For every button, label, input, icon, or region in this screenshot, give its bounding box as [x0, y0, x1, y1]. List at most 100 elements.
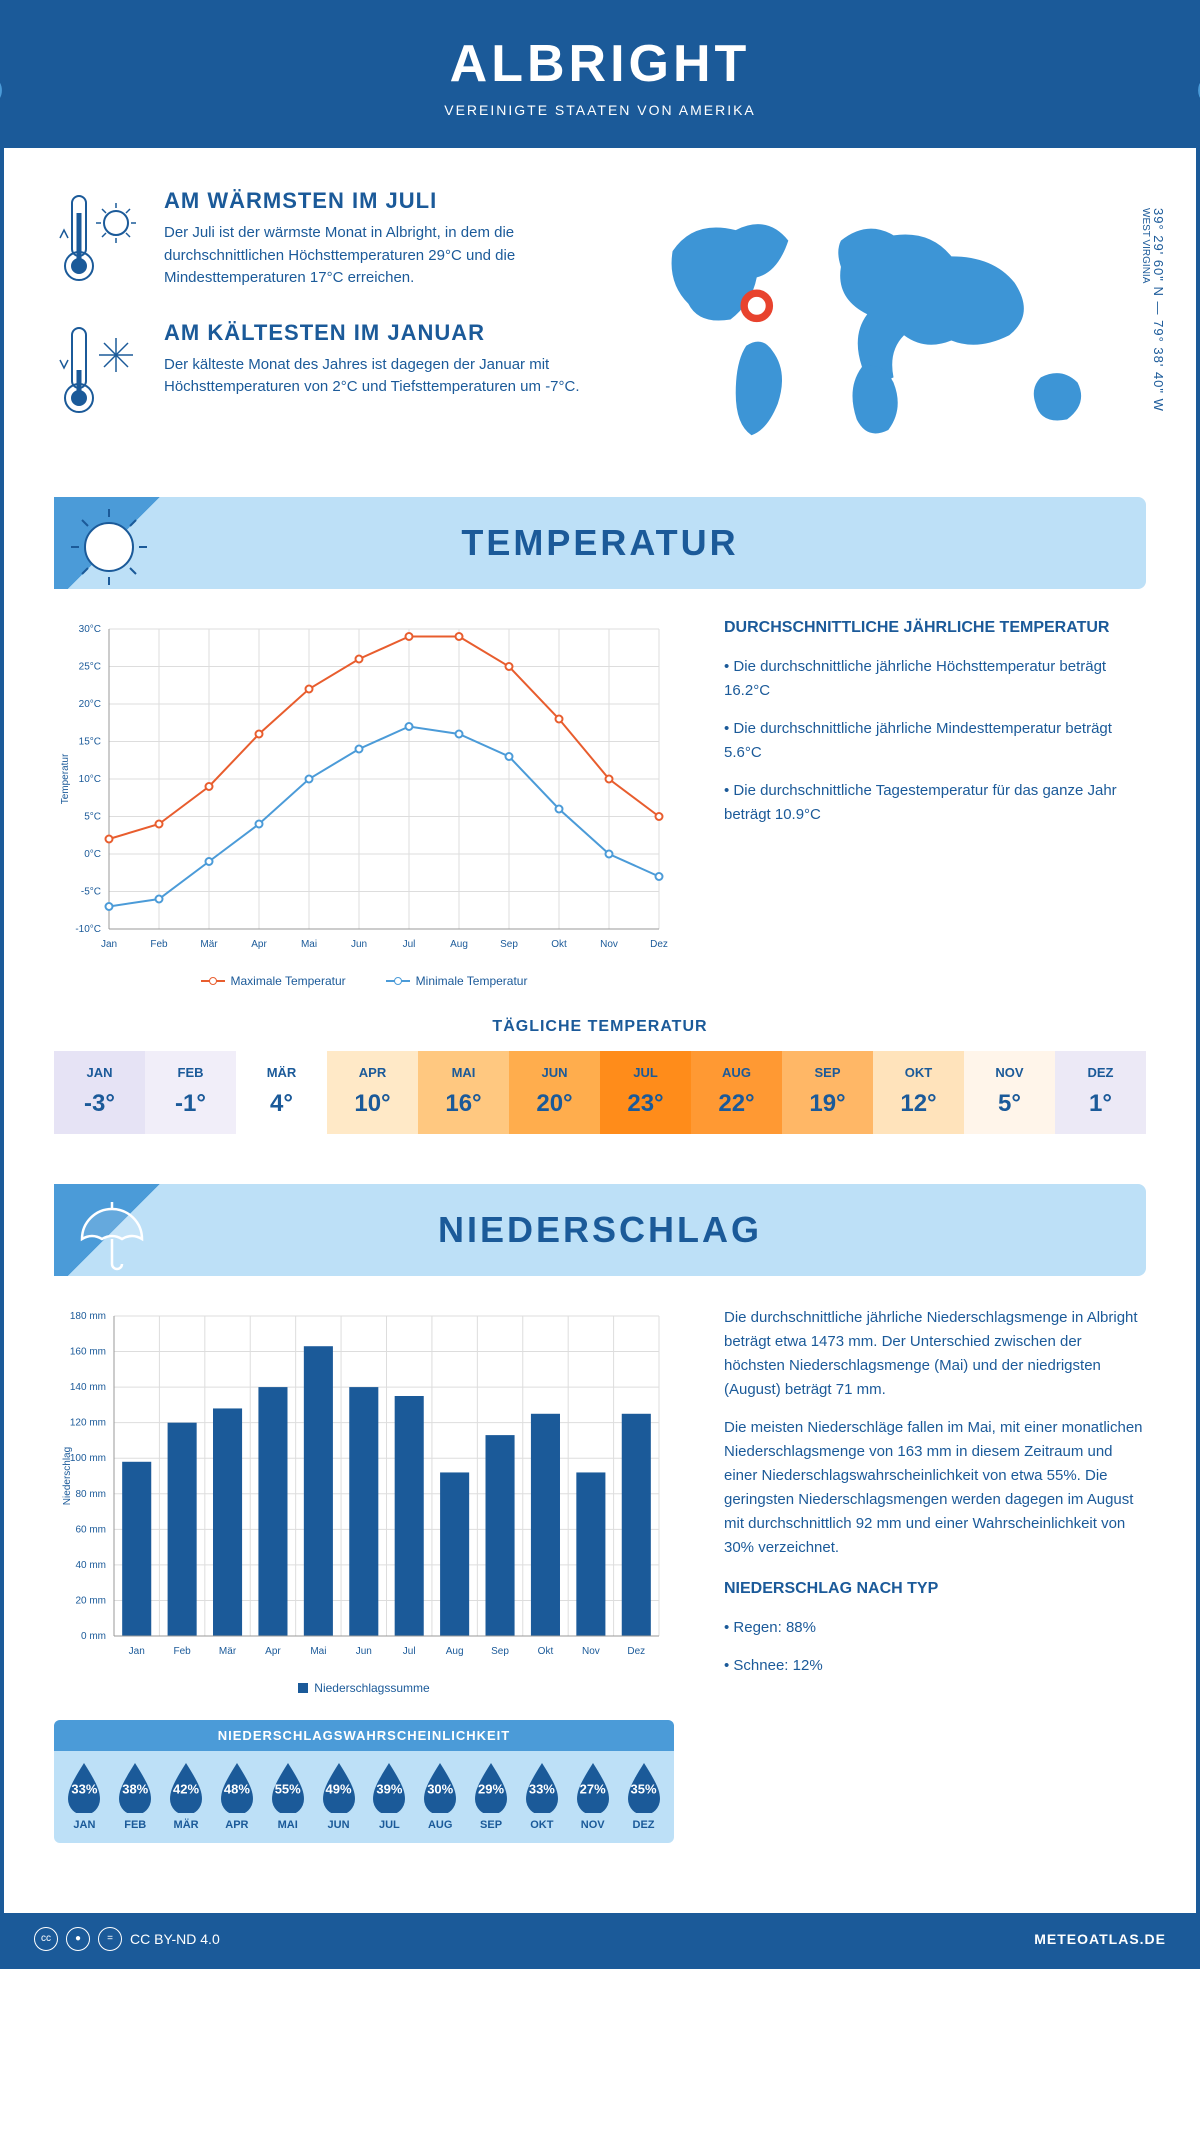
- prob-cell: 55%MAI: [262, 1761, 313, 1831]
- svg-text:10°C: 10°C: [79, 774, 101, 785]
- svg-text:Okt: Okt: [551, 939, 567, 950]
- region-label: WEST VIRGINIA: [1140, 208, 1151, 283]
- svg-text:25°C: 25°C: [79, 661, 101, 672]
- legend-precip: Niederschlagssumme: [298, 1681, 429, 1695]
- svg-text:140 mm: 140 mm: [70, 1382, 106, 1393]
- svg-text:100 mm: 100 mm: [70, 1453, 106, 1464]
- footer: cc ● = CC BY-ND 4.0 METEOATLAS.DE: [4, 1913, 1196, 1965]
- warmest-text: AM WÄRMSTEN IM JULI Der Juli ist der wär…: [164, 188, 580, 290]
- svg-text:Jul: Jul: [403, 939, 416, 950]
- daily-cell: FEB-1°: [145, 1051, 236, 1134]
- daily-cell: AUG22°: [691, 1051, 782, 1134]
- coldest-desc: Der kälteste Monat des Jahres ist dagege…: [164, 354, 580, 399]
- thermometer-hot-icon: [54, 188, 144, 288]
- svg-text:Dez: Dez: [627, 1646, 645, 1657]
- content: AM WÄRMSTEN IM JULI Der Juli ist der wär…: [4, 148, 1196, 1913]
- warmest-block: AM WÄRMSTEN IM JULI Der Juli ist der wär…: [54, 188, 580, 290]
- prob-cell: 49%JUN: [313, 1761, 364, 1831]
- nd-icon: =: [98, 1927, 122, 1951]
- svg-text:Sep: Sep: [491, 1646, 509, 1657]
- prob-cell: 38%FEB: [110, 1761, 161, 1831]
- coldest-text: AM KÄLTESTEN IM JANUAR Der kälteste Mona…: [164, 320, 580, 420]
- svg-text:Sep: Sep: [500, 939, 518, 950]
- site-logo: METEOATLAS.DE: [1034, 1931, 1166, 1947]
- svg-text:-10°C: -10°C: [75, 924, 101, 935]
- svg-text:160 mm: 160 mm: [70, 1346, 106, 1357]
- daily-cell: MAI16°: [418, 1051, 509, 1134]
- svg-text:0 mm: 0 mm: [81, 1631, 106, 1642]
- warmest-title: AM WÄRMSTEN IM JULI: [164, 188, 580, 214]
- umbrella-section-icon: [54, 1184, 174, 1276]
- city-title: ALBRIGHT: [24, 34, 1176, 94]
- svg-text:Jul: Jul: [403, 1646, 416, 1657]
- precip-type-2: • Schnee: 12%: [724, 1654, 1146, 1678]
- precip-legend: Niederschlagssumme: [54, 1681, 674, 1695]
- map-col: WEST VIRGINIA 39° 29' 60" N — 79° 38' 40…: [620, 188, 1146, 467]
- svg-text:Niederschlag: Niederschlag: [62, 1446, 73, 1504]
- precip-chart-row: 0 mm 20 mm 40 mm 60 mm 80 mm 100 mm 120 mm 140 …: [54, 1306, 1146, 1843]
- svg-text:-5°C: -5°C: [81, 886, 101, 897]
- country-subtitle: VEREINIGTE STAATEN VON AMERIKA: [24, 102, 1176, 118]
- prob-cell: 27%NOV: [567, 1761, 618, 1831]
- prob-cell: 33%OKT: [516, 1761, 567, 1831]
- daily-cell: SEP19°: [782, 1051, 873, 1134]
- temp-desc: DURCHSCHNITTLICHE JÄHRLICHE TEMPERATUR •…: [724, 619, 1146, 988]
- legend-max: Maximale Temperatur: [201, 974, 346, 988]
- temp-legend: Maximale Temperatur Minimale Temperatur: [54, 974, 674, 988]
- svg-text:Feb: Feb: [174, 1646, 192, 1657]
- temp-line-chart: -10°C-5°C0°C5°C10°C15°C20°C25°C30°CJanFe…: [54, 619, 674, 959]
- svg-text:40 mm: 40 mm: [75, 1559, 106, 1570]
- svg-text:Jan: Jan: [101, 939, 117, 950]
- svg-text:Okt: Okt: [538, 1646, 554, 1657]
- svg-text:30°C: 30°C: [79, 624, 101, 635]
- precip-type-title: NIEDERSCHLAG NACH TYP: [724, 1580, 1146, 1598]
- svg-text:Jun: Jun: [356, 1646, 372, 1657]
- temp-bullet-3: • Die durchschnittliche Tagestemperatur …: [724, 779, 1146, 827]
- legend-min: Minimale Temperatur: [386, 974, 528, 988]
- svg-text:Apr: Apr: [265, 1646, 281, 1657]
- prob-box: NIEDERSCHLAGSWAHRSCHEINLICHKEIT 33%JAN38…: [54, 1720, 674, 1843]
- svg-text:Aug: Aug: [446, 1646, 464, 1657]
- prob-cell: 42%MÄR: [161, 1761, 212, 1831]
- svg-text:Jan: Jan: [129, 1646, 145, 1657]
- info-col: AM WÄRMSTEN IM JULI Der Juli ist der wär…: [54, 188, 580, 467]
- svg-text:80 mm: 80 mm: [75, 1488, 106, 1499]
- precip-p1: Die durchschnittliche jährliche Niedersc…: [724, 1306, 1146, 1402]
- prob-cell: 33%JAN: [59, 1761, 110, 1831]
- daily-cell: DEZ1°: [1055, 1051, 1146, 1134]
- svg-text:Nov: Nov: [600, 939, 618, 950]
- warmest-desc: Der Juli ist der wärmste Monat in Albrig…: [164, 222, 580, 290]
- svg-text:60 mm: 60 mm: [75, 1524, 106, 1535]
- by-icon: ●: [66, 1927, 90, 1951]
- svg-text:Nov: Nov: [582, 1646, 600, 1657]
- daily-cell: MÄR4°: [236, 1051, 327, 1134]
- svg-text:0°C: 0°C: [84, 849, 101, 860]
- svg-text:15°C: 15°C: [79, 736, 101, 747]
- daily-cell: NOV5°: [964, 1051, 1055, 1134]
- svg-text:20°C: 20°C: [79, 699, 101, 710]
- wind-icon-right: [1166, 26, 1200, 126]
- prob-cell: 48%APR: [211, 1761, 262, 1831]
- precip-bar-chart: 0 mm 20 mm 40 mm 60 mm 80 mm 100 mm 120 mm 140 …: [54, 1306, 674, 1666]
- precip-p2: Die meisten Niederschläge fallen im Mai,…: [724, 1416, 1146, 1560]
- svg-text:180 mm: 180 mm: [70, 1311, 106, 1322]
- svg-text:Apr: Apr: [251, 939, 267, 950]
- svg-text:20 mm: 20 mm: [75, 1595, 106, 1606]
- prob-cell: 39%JUL: [364, 1761, 415, 1831]
- svg-text:5°C: 5°C: [84, 811, 101, 822]
- temp-section-title: TEMPERATUR: [54, 522, 1146, 564]
- coldest-block: AM KÄLTESTEN IM JANUAR Der kälteste Mona…: [54, 320, 580, 420]
- temp-bullet-1: • Die durchschnittliche jährliche Höchst…: [724, 655, 1146, 703]
- prob-cell: 30%AUG: [415, 1761, 466, 1831]
- coords-label: 39° 29' 60" N — 79° 38' 40" W: [1151, 208, 1166, 412]
- svg-text:Temperatur: Temperatur: [60, 753, 71, 804]
- svg-text:Aug: Aug: [450, 939, 468, 950]
- license-text: CC BY-ND 4.0: [130, 1931, 220, 1947]
- precip-section-bar: NIEDERSCHLAG: [54, 1184, 1146, 1276]
- temp-chart: -10°C-5°C0°C5°C10°C15°C20°C25°C30°CJanFe…: [54, 619, 674, 988]
- precip-section-title: NIEDERSCHLAG: [54, 1209, 1146, 1251]
- sun-section-icon: [54, 497, 174, 589]
- precip-chart: 0 mm 20 mm 40 mm 60 mm 80 mm 100 mm 120 mm 140 …: [54, 1306, 674, 1843]
- svg-text:120 mm: 120 mm: [70, 1417, 106, 1428]
- daily-cell: JUN20°: [509, 1051, 600, 1134]
